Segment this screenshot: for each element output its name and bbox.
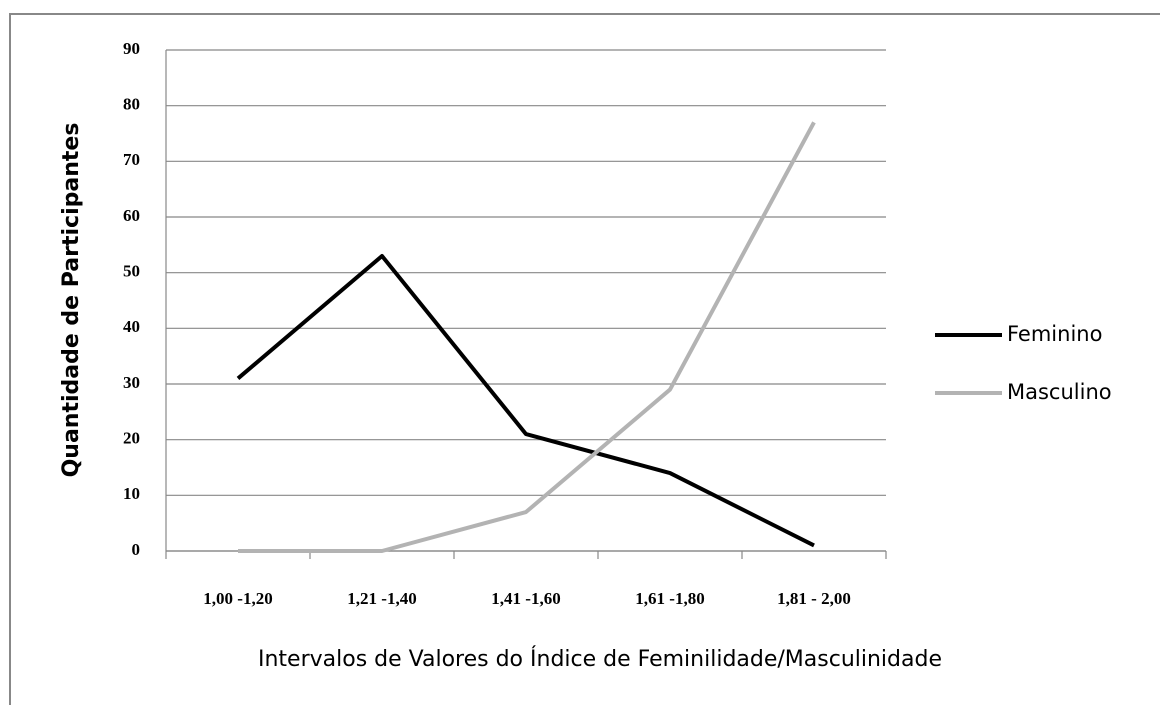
x-tick-label: 1,81 - 2,00 — [777, 589, 851, 608]
y-tick-label: 80 — [123, 95, 140, 114]
x-tick-label: 1,41 -1,60 — [491, 589, 560, 608]
series-line — [236, 253, 815, 548]
y-tick-label: 60 — [123, 206, 140, 225]
y-tick-label: 40 — [123, 317, 140, 336]
y-tick-label: 0 — [132, 540, 141, 559]
x-tick-label: 1,21 -1,40 — [347, 589, 416, 608]
chart-frame — [9, 13, 1160, 705]
legend-label: Feminino — [1007, 322, 1102, 346]
series-line — [238, 121, 816, 553]
y-tick-label: 50 — [123, 262, 140, 281]
y-tick-label: 70 — [123, 150, 140, 169]
x-tick-label: 1,61 -1,80 — [635, 589, 704, 608]
legend-label: Masculino — [1007, 380, 1112, 404]
x-tick-label: 1,00 -1,20 — [203, 589, 272, 608]
x-axis-title: Intervalos de Valores do Índice de Femin… — [258, 646, 942, 672]
y-tick-label: 10 — [123, 484, 140, 503]
y-tick-label: 30 — [123, 373, 140, 392]
y-tick-label: 20 — [123, 429, 140, 448]
y-tick-label: 90 — [123, 39, 140, 58]
y-axis-title: Quantidade de Participantes — [59, 123, 84, 478]
